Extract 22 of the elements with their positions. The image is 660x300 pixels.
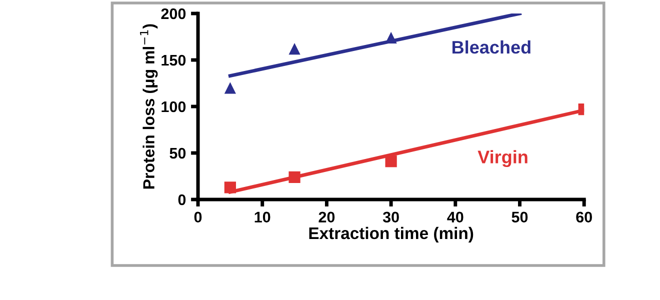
point xyxy=(288,43,300,55)
point xyxy=(385,156,397,168)
y-tick-label: 50 xyxy=(170,148,186,159)
x-tick-label: 20 xyxy=(318,212,335,223)
y-tick-label: 0 xyxy=(178,194,186,206)
point xyxy=(224,82,236,94)
point xyxy=(224,182,236,194)
text: Virgin xyxy=(478,150,528,168)
x-tick-label: 60 xyxy=(576,212,592,223)
x-tick-label: 40 xyxy=(447,212,464,223)
point xyxy=(288,171,300,183)
point xyxy=(385,32,397,44)
x-axis-title: Extraction time (min) xyxy=(309,226,474,242)
x-tick-label: 50 xyxy=(512,212,528,223)
y-axis-title: Protein loss (μg ml$^{−1}$) xyxy=(140,24,158,189)
y-tick-label: 200 xyxy=(161,8,186,20)
text: Bleached xyxy=(452,40,530,54)
x-tick-label: 0 xyxy=(194,212,202,223)
y-tick-label: 100 xyxy=(162,101,186,112)
x-tick-label: 10 xyxy=(254,212,270,223)
x-tick-label: 30 xyxy=(382,212,399,223)
y-tick-label: 150 xyxy=(162,54,186,66)
